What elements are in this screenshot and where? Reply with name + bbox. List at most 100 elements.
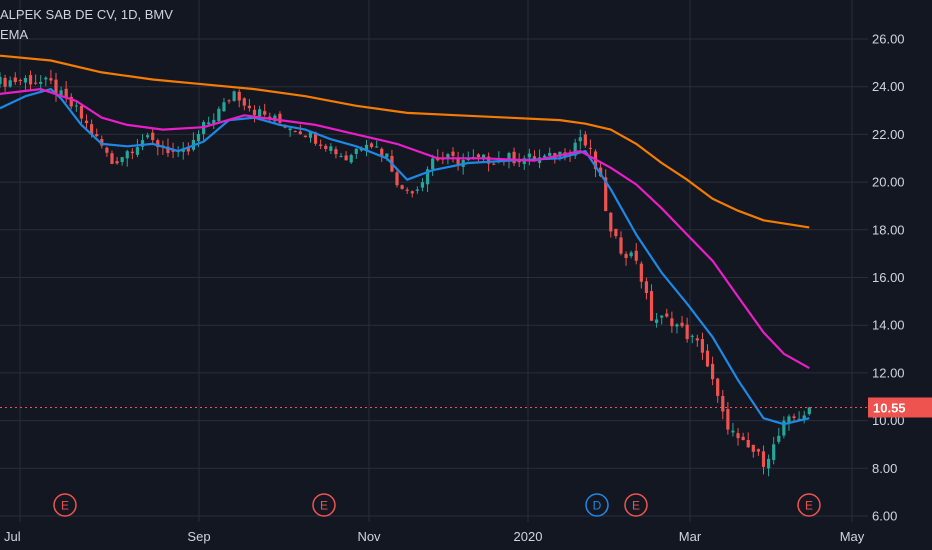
candle-body[interactable] bbox=[146, 135, 150, 138]
candle-body[interactable] bbox=[527, 153, 531, 158]
indicator-label[interactable]: EMA bbox=[0, 27, 29, 42]
candle-body[interactable] bbox=[0, 76, 2, 84]
candle-body[interactable] bbox=[54, 79, 58, 95]
candle-body[interactable] bbox=[385, 153, 389, 158]
candle-body[interactable] bbox=[476, 154, 481, 158]
candle-body[interactable] bbox=[196, 134, 201, 142]
candle-body[interactable] bbox=[130, 151, 134, 154]
candle-body[interactable] bbox=[349, 155, 353, 163]
candle-body[interactable] bbox=[415, 189, 419, 191]
candle-body[interactable] bbox=[451, 151, 455, 156]
candle-body[interactable] bbox=[425, 169, 430, 185]
candle-body[interactable] bbox=[512, 151, 516, 164]
candle-body[interactable] bbox=[380, 148, 384, 156]
dividend-marker[interactable]: D bbox=[585, 493, 609, 517]
candle-body[interactable] bbox=[619, 237, 623, 254]
candle-body[interactable] bbox=[395, 172, 399, 186]
candle-body[interactable] bbox=[405, 189, 409, 191]
candle-body[interactable] bbox=[13, 77, 17, 83]
candle-body[interactable] bbox=[507, 153, 511, 161]
candle-body[interactable] bbox=[431, 158, 435, 170]
candle-body[interactable] bbox=[105, 147, 109, 153]
candle-body[interactable] bbox=[329, 146, 333, 151]
candle-body[interactable] bbox=[802, 415, 806, 420]
candle-body[interactable] bbox=[95, 134, 99, 137]
candle-body[interactable] bbox=[303, 135, 307, 137]
candle-body[interactable] bbox=[772, 444, 776, 460]
candle-body[interactable] bbox=[375, 146, 379, 148]
candle-body[interactable] bbox=[680, 322, 684, 327]
candle-body[interactable] bbox=[140, 140, 145, 147]
candle-body[interactable] bbox=[481, 154, 486, 160]
candle-body[interactable] bbox=[797, 418, 801, 420]
candle-body[interactable] bbox=[90, 124, 94, 135]
candle-body[interactable] bbox=[324, 145, 328, 149]
candle-body[interactable] bbox=[736, 433, 740, 439]
candle-body[interactable] bbox=[135, 147, 140, 155]
candle-body[interactable] bbox=[166, 146, 170, 154]
candle-body[interactable] bbox=[59, 90, 63, 96]
candle-body[interactable] bbox=[726, 409, 730, 430]
candle-body[interactable] bbox=[655, 319, 659, 323]
candle-body[interactable] bbox=[649, 291, 654, 321]
candle-body[interactable] bbox=[578, 137, 582, 142]
candle-body[interactable] bbox=[716, 378, 720, 396]
candle-body[interactable] bbox=[288, 128, 292, 131]
candle-body[interactable] bbox=[695, 338, 699, 341]
candle-body[interactable] bbox=[151, 132, 155, 141]
candle-body[interactable] bbox=[543, 155, 547, 158]
earnings-marker[interactable]: E bbox=[797, 493, 821, 517]
candle-body[interactable] bbox=[532, 156, 537, 161]
ema-line-2[interactable] bbox=[0, 88, 810, 370]
candle-body[interactable] bbox=[227, 100, 231, 102]
candle-body[interactable] bbox=[156, 140, 160, 148]
candle-body[interactable] bbox=[278, 113, 282, 123]
symbol-title[interactable]: ALPEK SAB DE CV, 1D, BMV bbox=[0, 7, 173, 22]
price-axis[interactable]: 6.008.0010.0012.0014.0016.0018.0020.0022… bbox=[4, 32, 905, 545]
candle-body[interactable] bbox=[761, 451, 766, 467]
candle-body[interactable] bbox=[293, 131, 297, 133]
candle-body[interactable] bbox=[100, 139, 104, 146]
candle-body[interactable] bbox=[64, 88, 68, 98]
candle-body[interactable] bbox=[28, 75, 33, 85]
candle-body[interactable] bbox=[232, 91, 236, 101]
ema-line-1[interactable] bbox=[0, 88, 810, 426]
candle-body[interactable] bbox=[313, 132, 318, 144]
candle-body[interactable] bbox=[807, 407, 811, 415]
candle-body[interactable] bbox=[207, 122, 211, 125]
candle-body[interactable] bbox=[364, 144, 369, 151]
earnings-marker[interactable]: E bbox=[624, 493, 648, 517]
candle-body[interactable] bbox=[263, 111, 267, 115]
candle-body[interactable] bbox=[599, 167, 603, 177]
candle-body[interactable] bbox=[492, 163, 496, 165]
candle-body[interactable] bbox=[400, 185, 404, 189]
candle-body[interactable] bbox=[334, 149, 338, 155]
candle-body[interactable] bbox=[700, 339, 705, 353]
candle-body[interactable] bbox=[665, 313, 669, 317]
ema-line-3[interactable] bbox=[0, 54, 810, 229]
candle-body[interactable] bbox=[125, 151, 129, 159]
candle-body[interactable] bbox=[120, 157, 124, 163]
candle-body[interactable] bbox=[84, 120, 89, 124]
candle-body[interactable] bbox=[298, 131, 302, 135]
candle-body[interactable] bbox=[79, 105, 84, 119]
candle-body[interactable] bbox=[44, 77, 48, 80]
candle-body[interactable] bbox=[212, 119, 216, 125]
earnings-marker[interactable]: E bbox=[53, 493, 77, 517]
candle-body[interactable] bbox=[115, 161, 119, 164]
candle-body[interactable] bbox=[629, 252, 633, 257]
candle-body[interactable] bbox=[3, 77, 7, 87]
candle-body[interactable] bbox=[257, 109, 262, 117]
candle-body[interactable] bbox=[548, 152, 552, 156]
candle-body[interactable] bbox=[624, 253, 628, 259]
candle-body[interactable] bbox=[573, 142, 577, 156]
candle-body[interactable] bbox=[74, 105, 78, 107]
candle-body[interactable] bbox=[792, 416, 796, 418]
candle-body[interactable] bbox=[49, 78, 53, 81]
candle-body[interactable] bbox=[721, 396, 725, 412]
candle-body[interactable] bbox=[751, 444, 755, 452]
candle-body[interactable] bbox=[247, 105, 252, 109]
candle-body[interactable] bbox=[588, 147, 593, 149]
